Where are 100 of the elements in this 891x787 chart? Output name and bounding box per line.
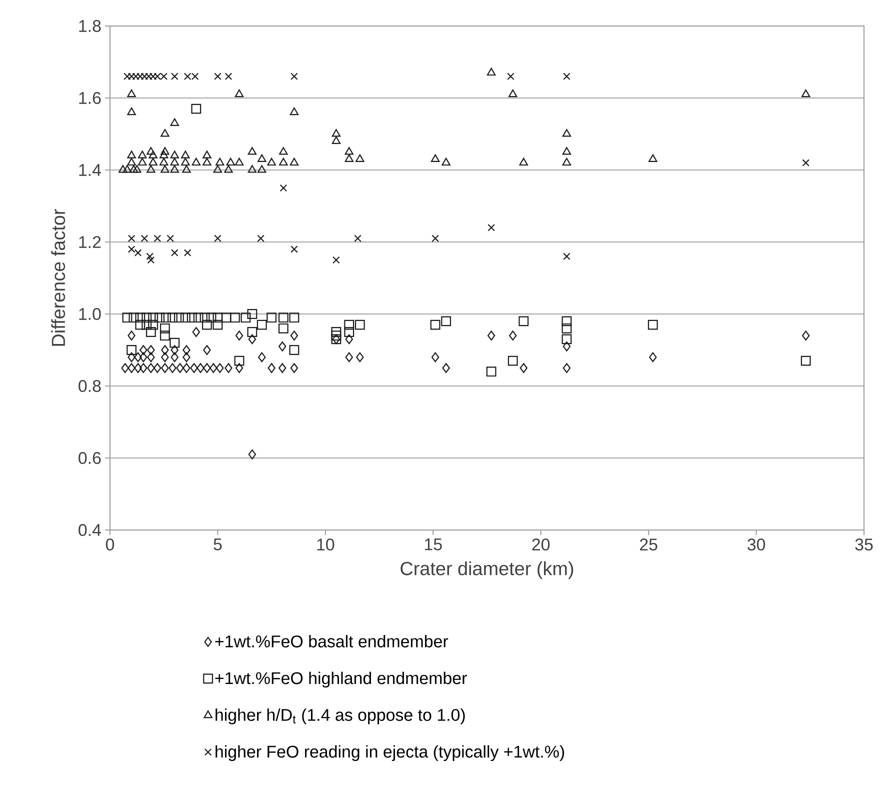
point [230,312,240,323]
point [160,165,170,173]
point [202,150,212,158]
point [562,363,571,373]
point [142,312,152,323]
point [331,327,342,337]
point [648,320,658,330]
x-tick-label: 20 [532,538,550,551]
point [161,352,169,362]
point [146,327,156,337]
point [159,158,168,166]
point [562,323,572,334]
point [170,165,179,173]
point [290,72,298,80]
point [121,363,129,373]
x-tick-label: 10 [317,538,334,551]
point [290,363,298,373]
point [212,320,223,330]
point [147,345,155,355]
point [648,154,658,162]
point [140,234,148,242]
point [486,366,496,377]
point [519,158,528,166]
point [160,147,170,155]
point [191,104,202,114]
point [289,312,300,323]
point [182,345,190,355]
point [278,312,288,323]
point [148,158,158,166]
point [487,330,496,341]
point [430,320,440,330]
point [562,129,572,137]
point [248,334,256,344]
point [431,352,440,362]
y-tick-label: 1.2 [79,236,101,248]
point [234,89,244,98]
point [154,234,162,242]
point [266,312,277,323]
point [248,147,257,155]
point [354,234,362,242]
y-tick-label: 0.4 [78,524,101,536]
point [279,147,288,155]
point [562,147,572,155]
point [160,330,170,341]
point [127,150,136,158]
point [801,89,810,98]
point [258,154,266,162]
point [280,184,288,192]
y-tick-label: 1.0 [79,308,101,320]
point [190,363,198,373]
point [563,72,570,80]
point [140,352,148,362]
point [290,246,298,253]
point [247,309,258,319]
point [154,363,162,373]
point [192,327,200,337]
point [140,345,148,355]
point [802,159,810,166]
point [138,150,147,158]
point [181,158,190,166]
point [442,158,450,166]
point [159,150,168,158]
point [170,249,178,256]
point [224,165,233,173]
point [129,165,138,173]
point [186,312,197,323]
point [146,252,154,260]
point [170,72,178,80]
point [210,363,218,373]
point [202,158,212,166]
point [214,72,222,80]
point [146,165,156,173]
point [182,165,191,173]
point [184,249,192,256]
point [128,246,136,253]
point [216,363,224,373]
point [192,158,201,166]
point [345,352,353,362]
point [128,352,136,362]
point [278,363,286,373]
point [509,330,517,341]
point [332,256,340,264]
point [344,320,354,330]
point [234,158,244,166]
point [166,234,174,242]
point [170,338,180,348]
point [344,327,354,337]
point [212,312,223,323]
point [127,89,136,98]
point [563,252,570,260]
point [148,150,158,158]
point [140,363,148,373]
point [168,312,178,323]
point [520,363,528,373]
point [332,129,341,137]
point [206,312,216,323]
point [508,89,518,98]
point [332,136,341,144]
point [147,363,155,373]
y-tick-label: 1.4 [79,164,101,176]
